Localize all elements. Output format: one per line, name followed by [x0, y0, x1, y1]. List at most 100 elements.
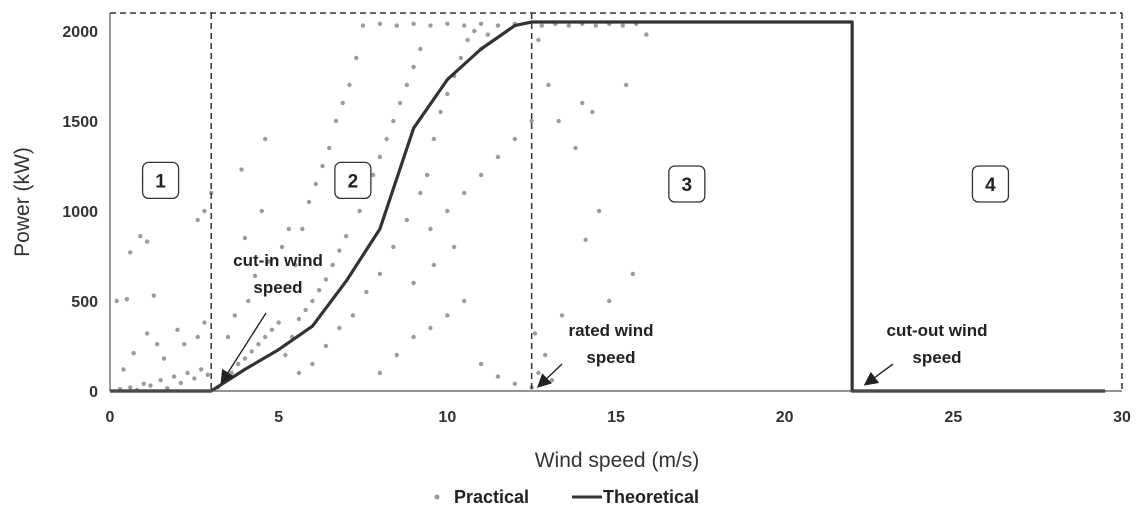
scatter-point [451, 244, 457, 250]
scatter-point [404, 217, 410, 223]
scatter-point [138, 234, 143, 239]
scatter-point [593, 23, 598, 28]
scatter-point [310, 298, 315, 304]
scatter-point [411, 21, 416, 26]
scatter-point [478, 361, 484, 367]
scatter-point [360, 23, 366, 28]
scatter-point [252, 273, 258, 278]
scatter-point [327, 145, 332, 151]
x-tick-label: 25 [944, 409, 962, 426]
y-tick-label: 0 [89, 384, 98, 401]
plot-frame [110, 12, 1123, 391]
scatter-point [536, 37, 541, 43]
scatter-point [623, 82, 629, 88]
annotation-text: speed [586, 348, 635, 367]
annotation-text: speed [912, 348, 961, 367]
scatter-point [300, 226, 305, 232]
practical-scatter-layer [114, 21, 649, 393]
scatter-point [431, 262, 437, 268]
scatter-point [394, 23, 399, 28]
scatter-point [148, 383, 153, 388]
scatter-point [323, 343, 329, 349]
scatter-point [644, 32, 649, 37]
scatter-point [303, 307, 308, 313]
legend-practical-label: Practical [454, 487, 529, 507]
scatter-point [144, 331, 150, 336]
scatter-point [235, 361, 241, 367]
scatter-point [391, 244, 396, 250]
scatter-point [431, 136, 437, 142]
y-tick-label: 1000 [62, 204, 98, 221]
scatter-point [411, 334, 416, 340]
annotation-text: cut-out wind [886, 321, 987, 340]
scatter-point [462, 298, 467, 304]
scatter-point [114, 298, 119, 304]
scatter-point [246, 298, 251, 304]
scatter-point [418, 190, 423, 196]
scatter-point [121, 367, 126, 372]
scatter-point [330, 262, 335, 268]
scatter-point [232, 313, 238, 318]
scatter-point [580, 100, 585, 106]
scatter-point [559, 313, 565, 318]
annotation-text: rated wind [568, 321, 653, 340]
scatter-point [198, 367, 204, 372]
scatter-point [171, 374, 177, 379]
scatter-point [377, 154, 383, 160]
scatter-point [283, 352, 288, 358]
scatter-point [124, 297, 130, 302]
scatter-point [549, 378, 555, 383]
scatter-point [266, 259, 271, 264]
scatter-point [566, 23, 571, 28]
scatter-point [182, 342, 187, 347]
scatter-point [377, 370, 383, 376]
scatter-point [286, 226, 291, 232]
scatter-point [495, 23, 501, 28]
scatter-point [394, 352, 399, 358]
scatter-point [178, 380, 184, 386]
scatter-point [296, 316, 302, 322]
scatter-point [424, 172, 430, 178]
scatter-point [485, 32, 491, 37]
scatter-point [583, 237, 588, 242]
scatter-point [532, 331, 538, 336]
scatter-point [411, 280, 416, 286]
scatter-point [478, 172, 484, 178]
scatter-point [445, 313, 450, 318]
region-box [668, 165, 706, 203]
scatter-point [495, 154, 501, 160]
scatter-point [438, 109, 443, 115]
scatter-point [462, 190, 467, 196]
scatter-point [512, 136, 517, 142]
scatter-point [262, 334, 268, 340]
scatter-point [333, 118, 339, 124]
scatter-point [276, 320, 281, 325]
scatter-point [354, 55, 359, 61]
scatter-point [195, 217, 200, 223]
x-tick-label: 0 [106, 409, 115, 426]
scatter-point [411, 64, 416, 70]
scatter-point [151, 293, 157, 298]
scatter-point [141, 381, 146, 386]
scatter-point [478, 21, 484, 26]
theoretical-curve [110, 20, 1106, 393]
scatter-point [279, 244, 285, 250]
scatter-point [556, 118, 561, 124]
scatter-point [165, 386, 170, 391]
scatter-point [428, 226, 433, 232]
scatter-point [377, 271, 383, 277]
scatter-point [128, 250, 133, 255]
scatter-point [350, 313, 356, 318]
scatter-point [620, 23, 625, 28]
scatter-point [391, 118, 396, 124]
scatter-point [512, 381, 517, 386]
region-label-layer: 1 2 3 4 [141, 161, 1010, 203]
scatter-point [158, 378, 163, 383]
region-box [334, 161, 372, 200]
scatter-point [536, 370, 541, 376]
scatter-point [495, 374, 501, 379]
scatter-point [347, 82, 352, 88]
scatter-point [296, 370, 302, 376]
scatter-point [337, 325, 342, 331]
scatter-point [185, 370, 190, 376]
